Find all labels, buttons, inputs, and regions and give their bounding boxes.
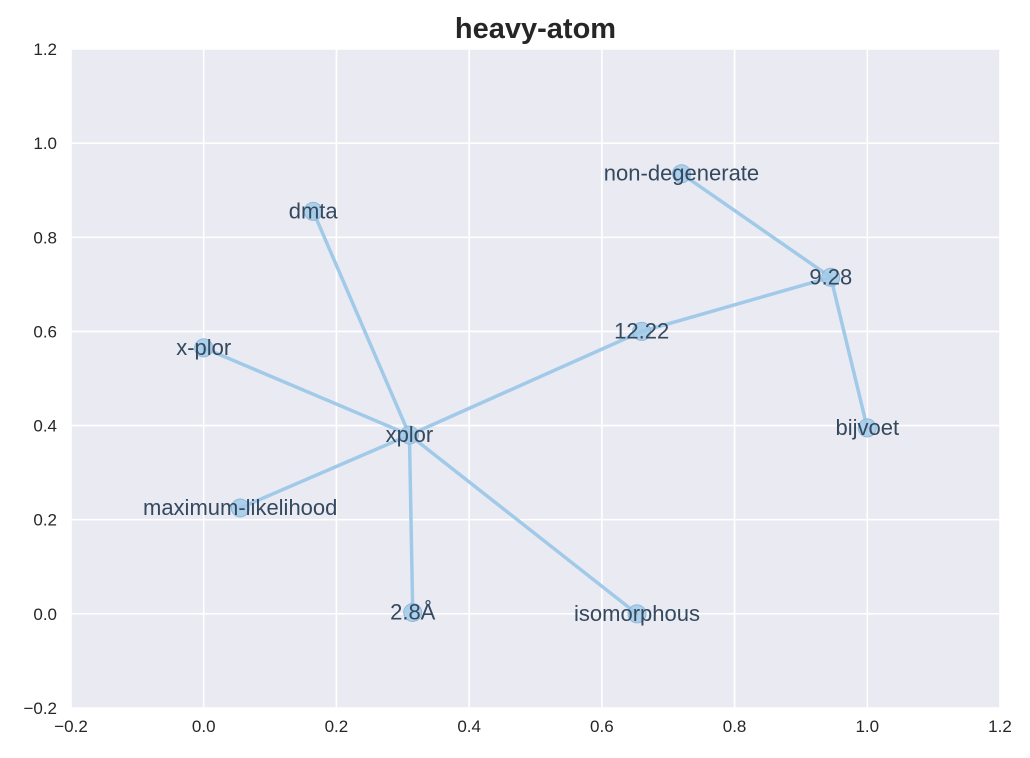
node-x-plor — [194, 338, 214, 358]
y-tick-label: 0.0 — [33, 605, 57, 624]
node-label-dmta: dmta — [289, 198, 339, 223]
x-tick-label: 0.6 — [590, 717, 614, 736]
chart-title: heavy-atom — [455, 13, 616, 45]
x-tick-labels: −0.2 0.0 0.2 0.4 0.6 0.8 1.0 1.2 — [54, 717, 1012, 736]
node-label-isomorphous: isomorphous — [574, 601, 700, 626]
x-tick-label: 0.8 — [723, 717, 747, 736]
edge-xplor-maximum-likelihood — [238, 433, 412, 510]
node-bijvoet — [857, 418, 877, 438]
edge-9.28-non-degenerate — [679, 171, 833, 280]
y-tick-label: 0.8 — [33, 228, 57, 247]
edge-xplor-2.8A — [407, 433, 415, 615]
x-tick-label: 0.2 — [325, 717, 349, 736]
node-maximum-likelihood — [230, 498, 250, 518]
nodes — [194, 164, 877, 624]
x-tick-label: 1.2 — [988, 717, 1012, 736]
y-tick-label: −0.2 — [23, 699, 57, 718]
edge-xplor-dmta — [311, 209, 412, 437]
y-tick-label: 0.2 — [33, 511, 57, 530]
edge-xplor-isomorphous — [407, 433, 639, 616]
x-tick-label: 0.4 — [457, 717, 481, 736]
y-tick-label: 1.2 — [33, 40, 57, 59]
node-9.28 — [821, 267, 841, 287]
edges — [201, 171, 870, 616]
x-tick-label: −0.2 — [54, 717, 88, 736]
y-tick-label: 0.6 — [33, 322, 57, 341]
edge-xplor-12.22 — [407, 329, 644, 437]
node-label-bijvoet: bijvoet — [835, 415, 899, 440]
node-labels: xplor dmta x-plor maximum-likelihood 2.8Å iso… — [143, 161, 899, 626]
node-label-9.28: 9.28 — [809, 264, 852, 289]
x-tick-label: 0.0 — [192, 717, 216, 736]
node-label-x-plor: x-plor — [176, 335, 231, 360]
node-label-non-degenerate: non-degenerate — [604, 161, 759, 186]
x-tick-label: 1.0 — [855, 717, 879, 736]
node-xplor — [399, 425, 419, 445]
node-12.22 — [632, 321, 652, 341]
grid-lines — [70, 48, 1001, 709]
edge-12.22-9.28 — [639, 275, 833, 334]
edge-9.28-bijvoet — [829, 275, 870, 430]
edge-xplor-x-plor — [201, 346, 412, 437]
node-label-12.22: 12.22 — [614, 318, 669, 343]
y-tick-label: 1.0 — [33, 134, 57, 153]
node-2.8A — [403, 602, 423, 622]
y-tick-labels: −0.2 0.0 0.2 0.4 0.6 0.8 1.0 1.2 — [23, 40, 57, 718]
node-isomorphous — [627, 604, 647, 624]
y-tick-label: 0.4 — [33, 417, 57, 436]
node-label-maximum-likelihood: maximum-likelihood — [143, 495, 337, 520]
node-label-2.8A: 2.8Å — [390, 599, 436, 624]
node-label-xplor: xplor — [386, 422, 434, 447]
node-non-degenerate — [671, 164, 691, 184]
node-dmta — [303, 201, 323, 221]
